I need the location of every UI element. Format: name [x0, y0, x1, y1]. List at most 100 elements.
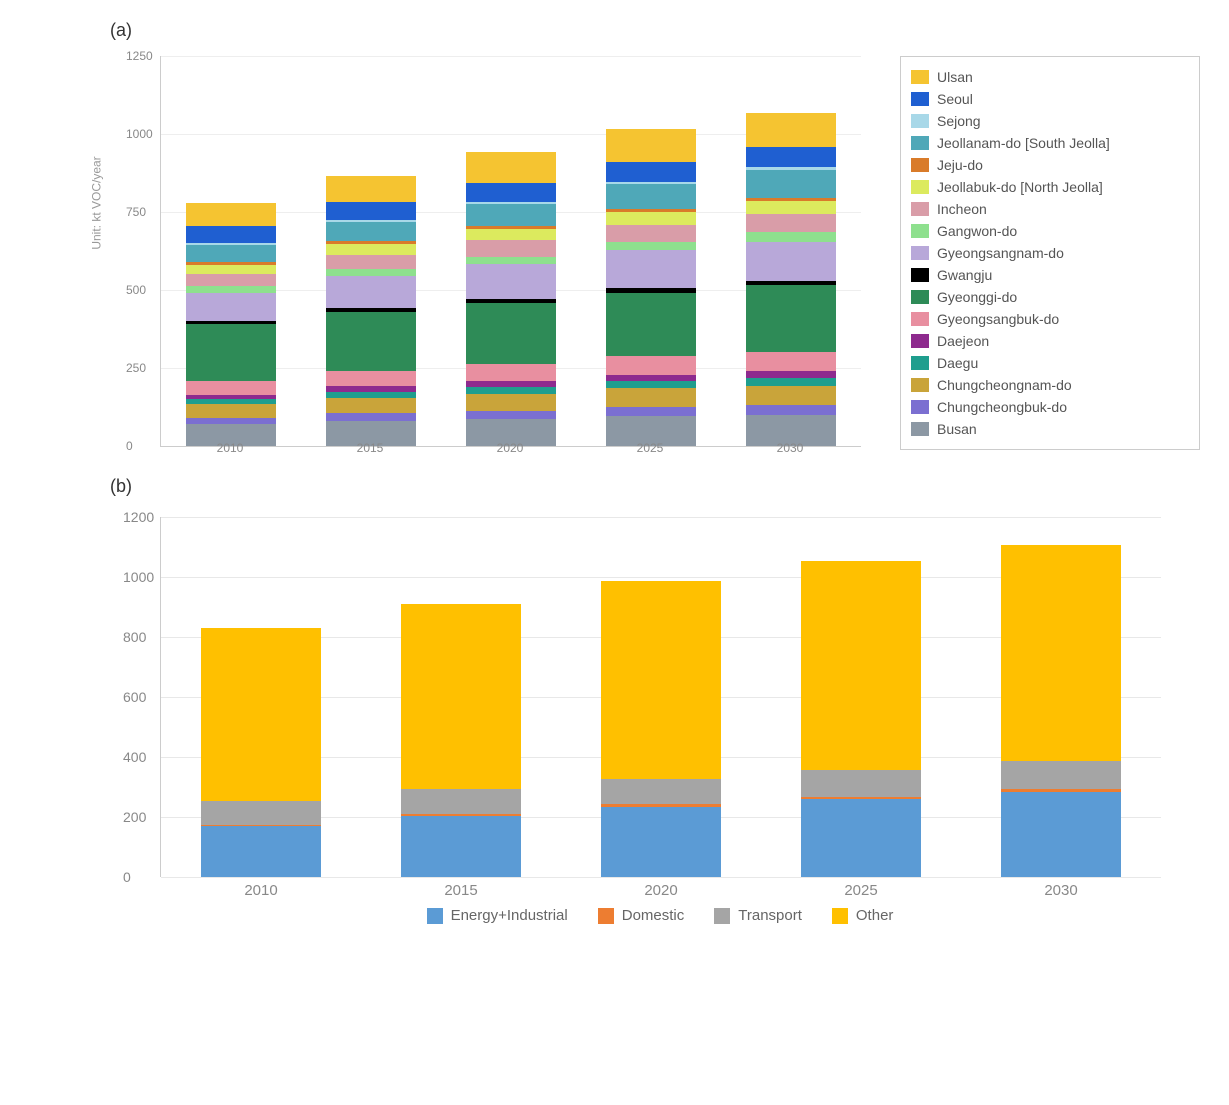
chart-a-legend-row: Chungcheongnam-do	[911, 375, 1189, 395]
chart-a-legend-row: Gyeongsangbuk-do	[911, 309, 1189, 329]
chart-a-bar-group	[466, 152, 556, 446]
chart-b-xtick: 2025	[801, 882, 921, 899]
legend-swatch	[911, 356, 929, 370]
chart-a-ytick: 500	[126, 283, 146, 297]
chart-b-segment	[801, 799, 921, 877]
chart-b-segment	[1001, 761, 1121, 790]
chart-a-segment	[606, 250, 696, 287]
chart-a-legend-row: Seoul	[911, 89, 1189, 109]
chart-a-legend-row: Gwangju	[911, 265, 1189, 285]
chart-a-segment	[466, 411, 556, 420]
chart-a-segment	[606, 407, 696, 416]
legend-label: Energy+Industrial	[451, 907, 568, 924]
legend-label: Jeju-do	[937, 157, 983, 173]
chart-b-segment	[601, 807, 721, 878]
chart-b-segment	[201, 801, 321, 825]
chart-a-segment	[466, 152, 556, 183]
chart-a-segment	[746, 232, 836, 241]
legend-swatch	[911, 92, 929, 106]
legend-swatch	[911, 158, 929, 172]
chart-a-ytick: 1000	[126, 127, 153, 141]
chart-a-segment	[606, 162, 696, 181]
legend-label: Ulsan	[937, 69, 973, 85]
chart-b-legend-row: Transport	[714, 907, 802, 924]
chart-b-xtick-row: 20102015202020252030	[161, 882, 1161, 899]
chart-a-segment	[186, 324, 276, 380]
chart-a-segment	[606, 375, 696, 382]
legend-swatch	[911, 136, 929, 150]
legend-swatch	[911, 268, 929, 282]
chart-b-bar-group	[1001, 545, 1121, 877]
chart-b-ytick: 600	[123, 689, 146, 705]
legend-label: Gangwon-do	[937, 223, 1017, 239]
chart-b-segment	[601, 581, 721, 779]
legend-label: Daegu	[937, 355, 978, 371]
chart-b-segment	[401, 789, 521, 814]
chart-a-legend-row: Jeju-do	[911, 155, 1189, 175]
chart-a-segment	[746, 386, 836, 405]
chart-a-segment	[746, 285, 836, 352]
chart-a-segment	[466, 204, 556, 226]
chart-a-legend-row: Gyeonggi-do	[911, 287, 1189, 307]
legend-label: Domestic	[622, 907, 685, 924]
legend-label: Daejeon	[937, 333, 989, 349]
chart-b-bar-group	[801, 561, 921, 877]
chart-a-segment	[466, 257, 556, 265]
chart-a-yaxis-title: Unit: kt VOC/year	[90, 156, 104, 249]
chart-a-xtick: 2015	[357, 441, 384, 455]
legend-swatch	[832, 908, 848, 924]
chart-a-segment	[326, 276, 416, 307]
chart-a-segment	[326, 269, 416, 276]
legend-label: Other	[856, 907, 894, 924]
chart-a-segment	[326, 413, 416, 421]
chart-a-legend-row: Incheon	[911, 199, 1189, 219]
legend-swatch	[911, 312, 929, 326]
chart-a-ytick: 0	[126, 439, 133, 453]
chart-a-segment	[606, 242, 696, 251]
legend-swatch	[911, 114, 929, 128]
chart-b-segment	[401, 604, 521, 789]
chart-a-segment	[606, 225, 696, 242]
chart-a-plot: 025050075010001250	[160, 56, 861, 447]
chart-a-ytick: 250	[126, 361, 146, 375]
chart-b-ytick: 0	[123, 869, 131, 885]
legend-label: Gyeonggi-do	[937, 289, 1017, 305]
chart-a: Unit: kt VOC/year 025050075010001250 Uls…	[120, 46, 1200, 476]
chart-a-segment	[466, 364, 556, 381]
chart-a-segment	[466, 183, 556, 202]
legend-swatch	[714, 908, 730, 924]
chart-a-segment	[746, 201, 836, 214]
chart-b-bars	[161, 517, 1161, 877]
legend-swatch	[911, 70, 929, 84]
chart-b-ytick: 1000	[123, 569, 154, 585]
chart-b-ytick: 800	[123, 629, 146, 645]
legend-label: Chungcheongnam-do	[937, 377, 1072, 393]
chart-a-segment	[606, 184, 696, 209]
chart-a-segment	[606, 293, 696, 357]
chart-a-segment	[186, 265, 276, 274]
chart-a-segment	[186, 226, 276, 243]
chart-a-segment	[606, 388, 696, 407]
chart-b-xtick: 2030	[1001, 882, 1121, 899]
chart-a-segment	[186, 381, 276, 395]
chart-b-bar-group	[601, 581, 721, 877]
chart-a-xtick: 2010	[217, 441, 244, 455]
legend-label: Gyeongsangnam-do	[937, 245, 1064, 261]
chart-b-ytick: 200	[123, 809, 146, 825]
chart-a-segment	[326, 202, 416, 220]
chart-a-segment	[326, 244, 416, 255]
chart-a-segment	[606, 356, 696, 374]
chart-b-xtick: 2020	[601, 882, 721, 899]
chart-a-legend-row: Jeollabuk-do [North Jeolla]	[911, 177, 1189, 197]
legend-label: Transport	[738, 907, 802, 924]
chart-a-segment	[466, 240, 556, 256]
chart-a-xtick: 2030	[777, 441, 804, 455]
chart-a-segment	[186, 203, 276, 226]
chart-a-segment	[186, 404, 276, 418]
legend-label: Chungcheongbuk-do	[937, 399, 1067, 415]
chart-a-legend-row: Sejong	[911, 111, 1189, 131]
chart-b-plot: 0200400600800100012002010201520202025203…	[160, 517, 1161, 877]
chart-b-segment	[201, 628, 321, 801]
chart-b-legend: Energy+Industrial Domestic Transport Other	[160, 907, 1160, 924]
chart-a-segment	[606, 381, 696, 388]
